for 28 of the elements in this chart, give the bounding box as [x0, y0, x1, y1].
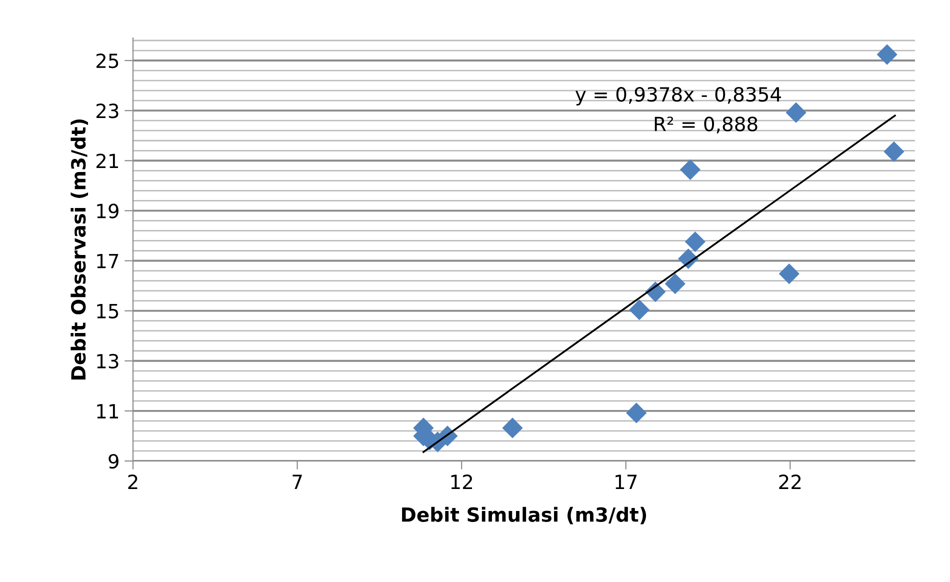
point — [502, 418, 523, 438]
point — [680, 159, 701, 180]
y-tick-label: 19 — [97, 204, 118, 218]
annotation: y = 0,9378x - 0,8354 — [576, 87, 781, 106]
x-tick-label: 2 — [128, 474, 138, 489]
point — [778, 263, 800, 284]
y-tick-label: 25 — [96, 53, 118, 68]
point — [684, 231, 706, 252]
point — [629, 300, 650, 320]
x-tick-label: 12 — [451, 474, 472, 489]
x-tick-label: 7 — [292, 474, 302, 489]
x-axis-title: Debit Simulasi (m3/dt) — [402, 506, 646, 524]
point — [664, 273, 686, 294]
annotation: R² = 0,888 — [654, 116, 758, 134]
y-tick-label: 23 — [96, 104, 118, 118]
y-axis-title: Debit Observasi (m3/dt) — [70, 119, 88, 380]
x-tick-label: 17 — [616, 474, 637, 489]
y-tick-label: 15 — [97, 304, 118, 318]
y-tick-label: 21 — [96, 154, 118, 168]
point — [786, 102, 806, 123]
x-tick-label: 22 — [779, 474, 801, 489]
y-tick-label: 13 — [97, 354, 118, 369]
y-tick-label: 17 — [97, 254, 118, 268]
point — [876, 44, 898, 65]
point — [626, 402, 647, 424]
point — [884, 141, 904, 162]
y-tick-label: 11 — [97, 404, 118, 418]
y-tick-label: 9 — [108, 454, 118, 469]
